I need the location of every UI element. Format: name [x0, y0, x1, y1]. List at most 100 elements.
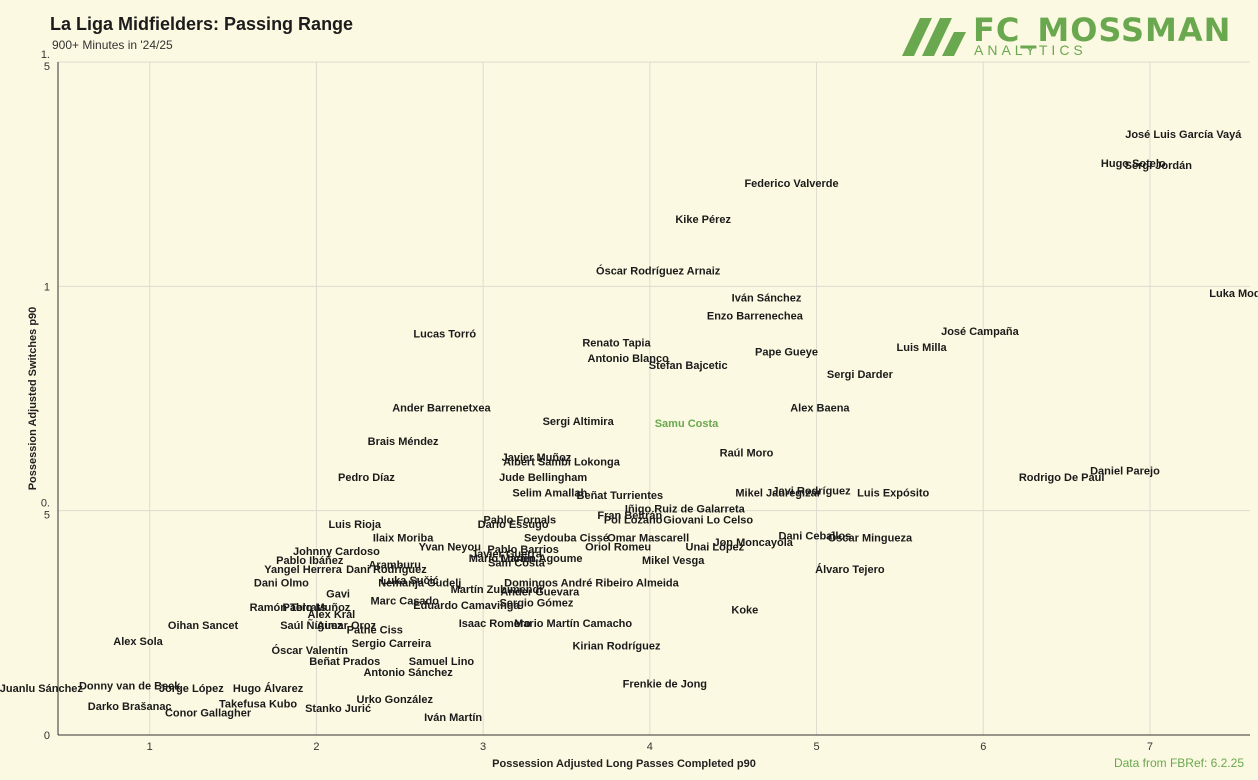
point-label: Rodrigo De Paul	[1019, 472, 1105, 484]
point-label: Luis Rioja	[328, 519, 381, 531]
point-label: Hugo Sotelo	[1101, 158, 1166, 170]
point-label: Dani Rodríguez	[346, 564, 427, 576]
point-label: Ander Guevara	[500, 586, 580, 598]
point-label: Iván Martín	[424, 712, 482, 724]
point-label: Aimar Oroz	[317, 620, 377, 632]
point-label: Javier Muñoz	[502, 452, 572, 464]
point-label: Lucien Agoume	[500, 553, 582, 565]
point-label: Jorge López	[159, 683, 224, 695]
x-tick-label: 3	[480, 741, 486, 753]
point-label: Giovani Lo Celso	[663, 515, 753, 527]
point-label: Seydouba Cissé	[524, 533, 609, 545]
point-label: Gavi	[326, 589, 350, 601]
point-label: Martín Zubimendi	[451, 584, 543, 596]
point-label: Beñat Prados	[309, 656, 380, 668]
point-label: Antonio Sánchez	[363, 667, 453, 679]
point-label: Luis Milla	[897, 342, 948, 354]
point-label: Alex Baena	[790, 402, 850, 414]
logo-name: FC_MOSSMAN	[973, 11, 1232, 49]
point-label: Óscar Mingueza	[828, 532, 913, 545]
point-label: Darko Brašanac	[88, 701, 172, 713]
point-label: Iñigo Ruiz de Galarreta	[625, 503, 746, 515]
point-label: Federico Valverde	[744, 178, 838, 190]
chart-subtitle: 900+ Minutes in '24/25	[52, 38, 173, 52]
point-label: Pol Lozano	[604, 515, 663, 527]
source-note: Data from FBRef: 6.2.25	[1113, 756, 1244, 770]
point-label: Domingos André Ribeiro Almeida	[504, 577, 679, 589]
point-label: Oihan Sancet	[168, 620, 239, 632]
point-label: Álvaro Tejero	[815, 563, 885, 576]
point-label: Conor Gallagher	[165, 708, 252, 720]
point-label: Óscar Rodríguez Arnaiz	[596, 265, 721, 278]
point-label: Unai López	[686, 542, 745, 554]
chart-axes	[57, 62, 1250, 736]
point-label: Sergio Gómez	[499, 598, 573, 610]
y-axis-label: Possession Adjusted Switches p90	[27, 307, 39, 491]
logo-stripes-icon	[902, 18, 966, 56]
point-label: Urko González	[357, 694, 434, 706]
chart-grid	[58, 61, 1250, 736]
point-label: Enzo Barrenechea	[707, 310, 804, 322]
point-label: Johnny Cardoso	[293, 546, 380, 558]
point-label: Sergi Jordán	[1125, 160, 1193, 172]
chart-title: La Liga Midfielders: Passing Range	[50, 14, 354, 34]
point-label: Kirian Rodríguez	[572, 640, 661, 652]
point-label: Dani Olmo	[254, 577, 309, 589]
point-label: Mikel Vesga	[642, 555, 705, 567]
point-label: Samuel Lino	[409, 656, 475, 668]
point-label: Pedro Díaz	[338, 472, 395, 484]
point-label: Koke	[731, 604, 758, 616]
point-label: Fran Beltrán	[597, 510, 662, 522]
point-label: Pablo Muñoz	[282, 602, 350, 614]
brand-logo: FC_MOSSMAN ANALYTICS	[900, 11, 1240, 62]
tick-labels: 1 2 3 4 5 6 7 0 0. 5 1 1. 5	[41, 49, 1153, 753]
point-label: Dani Ceballos	[779, 530, 852, 542]
point-label: Nemanja Gudelj	[378, 577, 461, 589]
point-label: Pape Gueye	[755, 346, 818, 358]
point-label: Sergi Darder	[827, 369, 894, 381]
point-label: Renato Tapia	[582, 337, 651, 349]
point-label: Pathé Ciss	[347, 625, 403, 637]
x-tick-label: 4	[647, 741, 653, 753]
point-label: Ilaix Moriba	[373, 533, 434, 545]
point-label: Iván Sánchez	[732, 293, 802, 305]
point-label: Pablo Ibáñez	[276, 555, 344, 567]
point-label: Takefusa Kubo	[219, 699, 297, 711]
point-label: Albert Sambi Lokonga	[503, 456, 621, 468]
point-label: Mikel Jauregizar	[735, 488, 821, 500]
point-label: Ander Barrenetxea	[392, 402, 491, 414]
point-label: Yvan Neyou	[419, 542, 481, 554]
y-tick-label: 1	[44, 281, 50, 293]
point-label: Sergi Altimira	[543, 416, 615, 428]
point-label: Selim Amallah	[512, 488, 587, 500]
point-label: Luka Sučić	[381, 575, 439, 587]
point-label: Darío Essugo	[478, 519, 549, 531]
y-tick-label: 0. 5	[41, 498, 50, 522]
point-label: Ramón Terrats	[250, 602, 327, 614]
point-label: Sam Costa	[488, 557, 546, 569]
point-label: Kike Pérez	[675, 214, 731, 226]
x-tick-label: 5	[813, 741, 819, 753]
point-label: Brais Méndez	[368, 436, 439, 448]
point-label: Yangel Herrera	[264, 564, 343, 576]
point-label: Sergio Carreira	[352, 638, 432, 650]
point-label: Marc Casado	[371, 595, 440, 607]
y-tick-label: 1. 5	[41, 49, 50, 73]
point-label: Raúl Moro	[720, 447, 774, 459]
point-label: Stanko Jurić	[305, 703, 371, 715]
point-label: Mario Martín	[469, 553, 535, 565]
point-label: Pablo Fornals	[483, 515, 556, 527]
point-label: Alex Sola	[113, 636, 163, 648]
point-label: Stefan Bajcetic	[649, 360, 728, 372]
point-label: Beñat Turrientes	[577, 490, 664, 502]
point-label: Daniel Parejo	[1090, 465, 1160, 477]
x-tick-label: 7	[1147, 741, 1153, 753]
y-tick-label: 0	[44, 730, 50, 742]
point-label: Alex Král	[308, 609, 356, 621]
x-tick-label: 1	[147, 741, 153, 753]
point-label: Oriol Romeu	[585, 542, 651, 554]
point-label: Donny van de Beek	[79, 681, 181, 693]
point-label: Saúl Ñíguez	[280, 619, 343, 632]
point-label: Frenkie de Jong	[623, 678, 707, 690]
